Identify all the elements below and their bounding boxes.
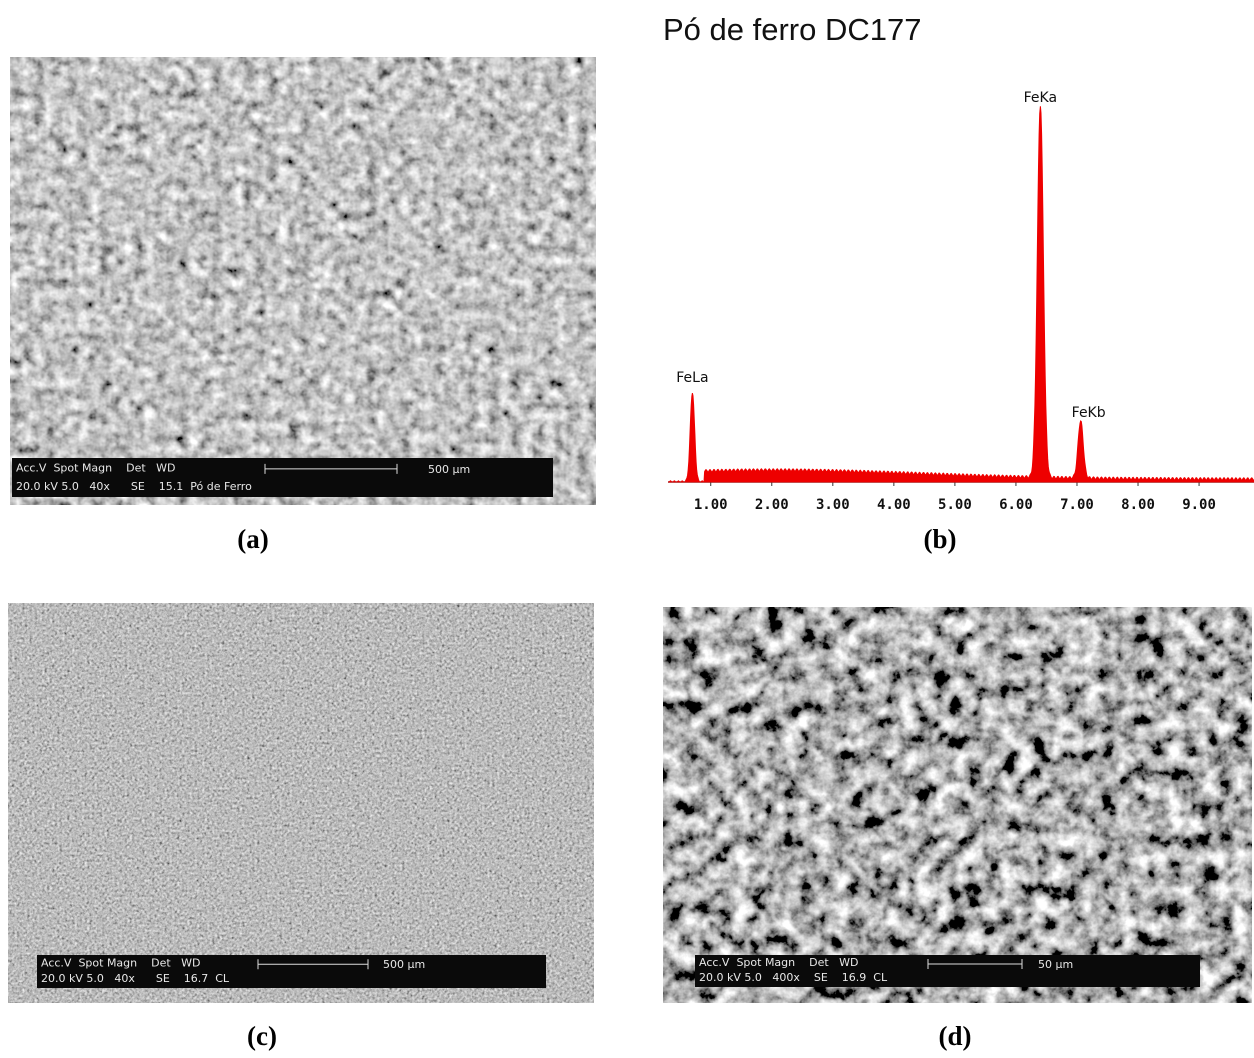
x-tick-label: 7.00 [1060, 497, 1094, 513]
x-tick-label: 1.00 [694, 497, 728, 513]
info-bar [12, 458, 553, 497]
sem-image [663, 607, 1252, 1003]
peak-label: FeLa [676, 370, 708, 386]
panel-label: (c) [247, 1021, 277, 1051]
peak-label: FeKb [1072, 405, 1106, 421]
scale-label: 500 µm [383, 958, 425, 971]
panel-label: (b) [924, 524, 957, 554]
panel-label: (a) [237, 524, 268, 554]
panel-label: (d) [939, 1021, 972, 1051]
info-values: 20.0 kV 5.0 400x SE 16.9 CL [699, 971, 888, 984]
x-tick-label: 5.00 [938, 497, 972, 513]
info-header: Acc.V Spot Magn Det WD [41, 957, 201, 970]
x-tick-label: 8.00 [1121, 497, 1155, 513]
x-tick-label: 4.00 [877, 497, 911, 513]
peak-label: FeKa [1024, 90, 1057, 106]
spectrum-title: Pó de ferro DC177 [663, 12, 921, 47]
x-tick-label: 6.00 [999, 497, 1033, 513]
sem-image [10, 57, 596, 505]
scale-label: 500 µm [428, 463, 470, 476]
x-tick-label: 9.00 [1182, 497, 1216, 513]
info-header: Acc.V Spot Magn Det WD [699, 956, 859, 969]
x-tick-label: 2.00 [755, 497, 789, 513]
info-values: 20.0 kV 5.0 40x SE 15.1 Pó de Ferro [16, 480, 252, 493]
x-tick-label: 3.00 [816, 497, 850, 513]
scale-label: 50 µm [1038, 958, 1073, 971]
spectrum-curve [668, 106, 1254, 483]
info-bar [695, 955, 1200, 987]
info-bar [37, 955, 546, 988]
info-header: Acc.V Spot Magn Det WD [16, 462, 176, 475]
info-values: 20.0 kV 5.0 40x SE 16.7 CL [41, 972, 230, 985]
sem-image [8, 603, 594, 1003]
